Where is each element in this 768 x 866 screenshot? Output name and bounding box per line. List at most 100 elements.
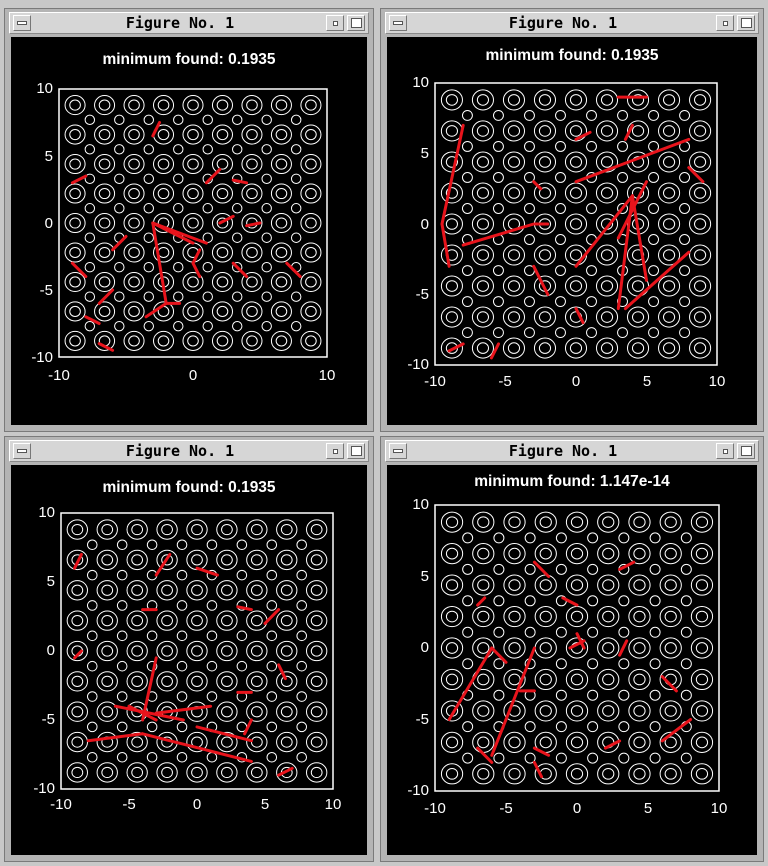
contour-ring xyxy=(246,762,268,783)
contour-ring xyxy=(275,246,288,259)
contour-ring xyxy=(241,95,263,116)
contour-ring xyxy=(471,89,494,111)
contour-ring xyxy=(84,291,96,302)
contour-ring xyxy=(173,144,184,155)
window-minimize-button[interactable] xyxy=(716,443,734,459)
contour-ring xyxy=(618,626,630,638)
contour-ring xyxy=(187,129,199,141)
contour-ring xyxy=(250,523,263,536)
y-tick-label: -10 xyxy=(31,349,53,366)
window-minimize-button[interactable] xyxy=(326,15,344,31)
window-titlebar[interactable]: Figure No. 1 xyxy=(9,440,369,462)
contour-ring xyxy=(538,342,552,354)
contour-ring xyxy=(445,736,459,749)
contour-ring xyxy=(236,600,248,611)
contour-ring xyxy=(618,752,630,764)
window-titlebar[interactable]: Figure No. 1 xyxy=(9,12,369,34)
contour-ring xyxy=(502,89,526,111)
window-maximize-button[interactable] xyxy=(347,443,365,459)
contour-ring xyxy=(471,182,494,204)
contour-ring xyxy=(476,187,490,199)
contour-ring xyxy=(206,660,218,672)
contour-ring xyxy=(539,736,552,749)
contour-ring xyxy=(690,574,714,596)
contour-ring xyxy=(232,320,243,332)
window-maximize-button[interactable] xyxy=(737,443,755,459)
window-menu-button[interactable] xyxy=(389,15,407,31)
contour-ring xyxy=(123,330,145,351)
contour-ring xyxy=(618,658,630,670)
search-path xyxy=(285,261,302,279)
contour-ring xyxy=(648,203,660,214)
contour-ring xyxy=(290,291,302,302)
window-maximize-button[interactable] xyxy=(347,15,365,31)
contour-ring xyxy=(680,689,692,701)
window-minimize-button[interactable] xyxy=(326,443,344,459)
contour-ring xyxy=(503,668,526,691)
contour-ring xyxy=(306,640,328,662)
contour-ring xyxy=(186,671,208,692)
figure-window-2[interactable]: Figure No. 1 minimum found: 0.1935 10 5 … xyxy=(380,8,764,432)
contour-ring xyxy=(123,95,145,116)
contour-ring xyxy=(587,626,599,638)
contour-ring xyxy=(216,762,238,783)
contour-ring xyxy=(211,124,234,145)
window-maximize-button[interactable] xyxy=(737,15,755,31)
contour-ring xyxy=(202,203,213,214)
contour-ring xyxy=(310,736,323,748)
contour-ring xyxy=(101,675,114,687)
contour-ring xyxy=(211,183,234,204)
contour-ring xyxy=(176,600,188,611)
plot-frame xyxy=(58,88,328,358)
contour-ring xyxy=(564,120,588,142)
window-menu-button[interactable] xyxy=(389,443,407,459)
contour-ring xyxy=(503,511,526,533)
contour-ring xyxy=(186,701,208,722)
search-path xyxy=(574,130,592,141)
contour-ring xyxy=(126,671,148,692)
contour-ring xyxy=(565,605,589,628)
contour-ring xyxy=(173,203,184,214)
contour-ring xyxy=(534,605,557,628)
contour-ring xyxy=(628,763,651,785)
figure-window-1[interactable]: Figure No. 1 minimum found: 0.1935 10 5 … xyxy=(4,8,374,432)
contour-ring xyxy=(143,114,154,126)
contour-ring xyxy=(101,615,114,627)
contour-ring xyxy=(492,327,504,339)
figure-window-4[interactable]: Figure No. 1 minimum found: 1.147e-14 10… xyxy=(380,436,764,862)
contour-ring xyxy=(126,731,148,753)
window-titlebar[interactable]: Figure No. 1 xyxy=(385,12,759,34)
contour-ring xyxy=(633,547,646,560)
contour-ring xyxy=(206,751,218,763)
contour-ring xyxy=(280,523,293,536)
contour-ring xyxy=(216,246,229,259)
search-path xyxy=(440,123,465,268)
contour-ring xyxy=(98,246,111,259)
contour-ring xyxy=(221,615,233,627)
contour-ring xyxy=(143,144,154,155)
search-path xyxy=(623,250,691,311)
contour-ring xyxy=(128,187,140,200)
contour-ring xyxy=(275,187,288,200)
contour-ring xyxy=(538,249,552,261)
contour-ring xyxy=(216,217,229,229)
figure-window-3[interactable]: Figure No. 1 minimum found: 0.1935 10 5 … xyxy=(4,436,374,862)
contour-ring xyxy=(602,642,615,654)
window-titlebar[interactable]: Figure No. 1 xyxy=(385,440,759,462)
contour-ring xyxy=(131,584,144,596)
menu-icon xyxy=(393,21,403,25)
contour-ring xyxy=(471,244,494,266)
contour-ring xyxy=(586,140,597,152)
contour-ring xyxy=(305,246,317,259)
contour-ring xyxy=(71,736,84,748)
contour-ring xyxy=(206,539,218,551)
contour-ring xyxy=(633,736,646,749)
window-menu-button[interactable] xyxy=(13,15,31,31)
contour-ring xyxy=(300,154,322,175)
contour-ring xyxy=(123,271,145,292)
window-menu-button[interactable] xyxy=(13,443,31,459)
window-minimize-button[interactable] xyxy=(716,15,734,31)
contour-ring xyxy=(461,109,473,121)
contour-ring xyxy=(690,763,714,785)
menu-icon xyxy=(17,21,27,25)
